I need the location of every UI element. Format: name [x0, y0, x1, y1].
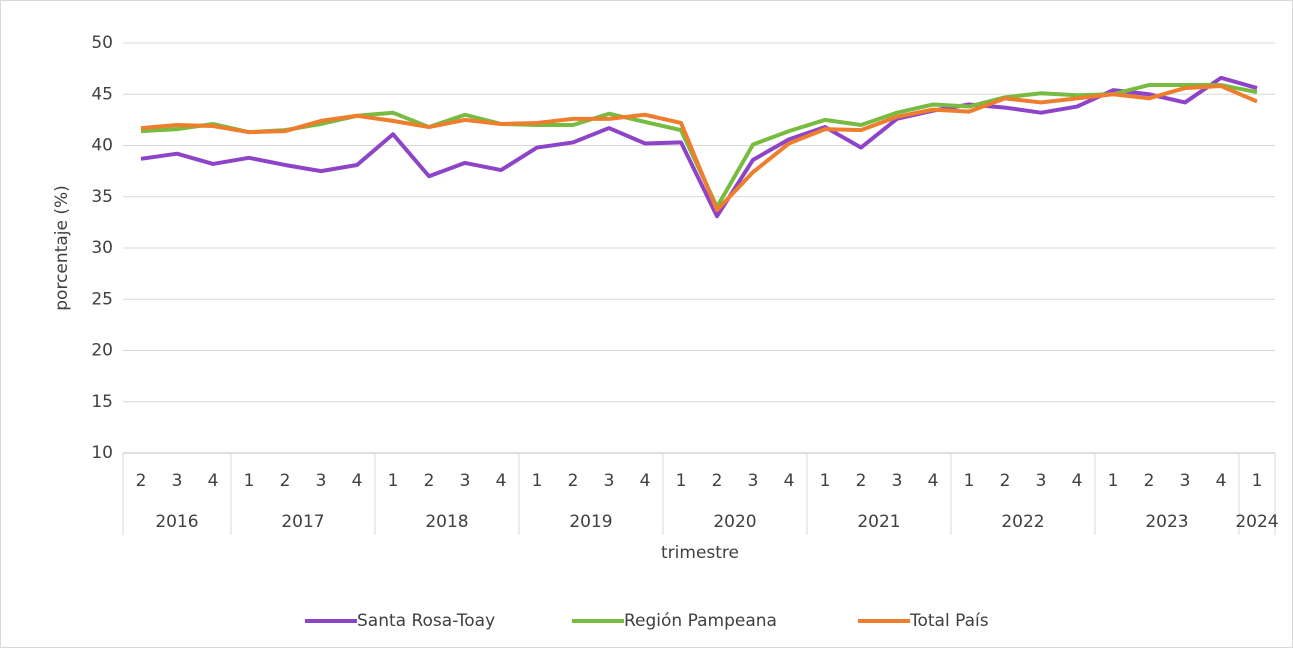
y-tick-label: 45 — [91, 84, 113, 104]
x-tick-label: 2 — [568, 471, 579, 491]
y-tick-label: 20 — [91, 341, 113, 361]
x-tick-label: 3 — [1036, 471, 1047, 491]
x-tick-label: 4 — [1072, 471, 1083, 491]
y-tick-label: 50 — [91, 33, 113, 53]
x-tick-label: 4 — [496, 471, 507, 491]
x-tick-label: 2 — [712, 471, 723, 491]
y-tick-label: 25 — [91, 289, 113, 309]
y-tick-label: 30 — [91, 238, 113, 258]
x-group-label: 2020 — [713, 512, 756, 532]
x-tick-label: 3 — [172, 471, 183, 491]
legend-label: Región Pampeana — [624, 611, 777, 631]
y-tick-label: 15 — [91, 392, 113, 412]
x-group-label: 2023 — [1145, 512, 1188, 532]
y-tick-label: 40 — [91, 136, 113, 156]
x-tick-label: 1 — [964, 471, 975, 491]
x-tick-label: 2 — [136, 471, 147, 491]
x-tick-label: 2 — [856, 471, 867, 491]
x-tick-label: 1 — [676, 471, 687, 491]
x-tick-label: 4 — [640, 471, 651, 491]
x-tick-label: 1 — [532, 471, 543, 491]
x-group-label: 2016 — [155, 512, 198, 532]
x-axis-label: trimestre — [661, 543, 739, 563]
series-line — [140, 75, 1258, 219]
x-tick-label: 3 — [1180, 471, 1191, 491]
x-tick-label: 4 — [784, 471, 795, 491]
x-tick-label: 4 — [208, 471, 219, 491]
y-tick-label: 10 — [91, 443, 113, 463]
x-tick-label: 3 — [748, 471, 759, 491]
x-group-label: 2024 — [1235, 512, 1278, 532]
x-tick-label: 1 — [388, 471, 399, 491]
x-tick-label: 1 — [820, 471, 831, 491]
x-tick-label: 2 — [1144, 471, 1155, 491]
x-group-label: 2022 — [1001, 512, 1044, 532]
legend-label: Santa Rosa-Toay — [357, 611, 495, 631]
x-tick-label: 4 — [352, 471, 363, 491]
x-tick-label: 2 — [280, 471, 291, 491]
x-group-label: 2021 — [857, 512, 900, 532]
x-group-label: 2018 — [425, 512, 468, 532]
x-tick-label: 3 — [892, 471, 903, 491]
x-group-label: 2019 — [569, 512, 612, 532]
legend-label: Total País — [909, 611, 989, 631]
x-tick-label: 4 — [928, 471, 939, 491]
x-tick-label: 1 — [1108, 471, 1119, 491]
x-tick-label: 4 — [1216, 471, 1227, 491]
series-line — [140, 84, 1258, 213]
x-tick-label: 3 — [460, 471, 471, 491]
x-tick-label: 2 — [424, 471, 435, 491]
y-axis-label: porcentaje (%) — [52, 185, 72, 310]
x-tick-label: 2 — [1000, 471, 1011, 491]
x-tick-label: 3 — [316, 471, 327, 491]
y-tick-label: 35 — [91, 187, 113, 207]
x-tick-label: 3 — [604, 471, 615, 491]
x-tick-label: 1 — [244, 471, 255, 491]
x-tick-label: 1 — [1252, 471, 1263, 491]
x-group-label: 2017 — [281, 512, 324, 532]
